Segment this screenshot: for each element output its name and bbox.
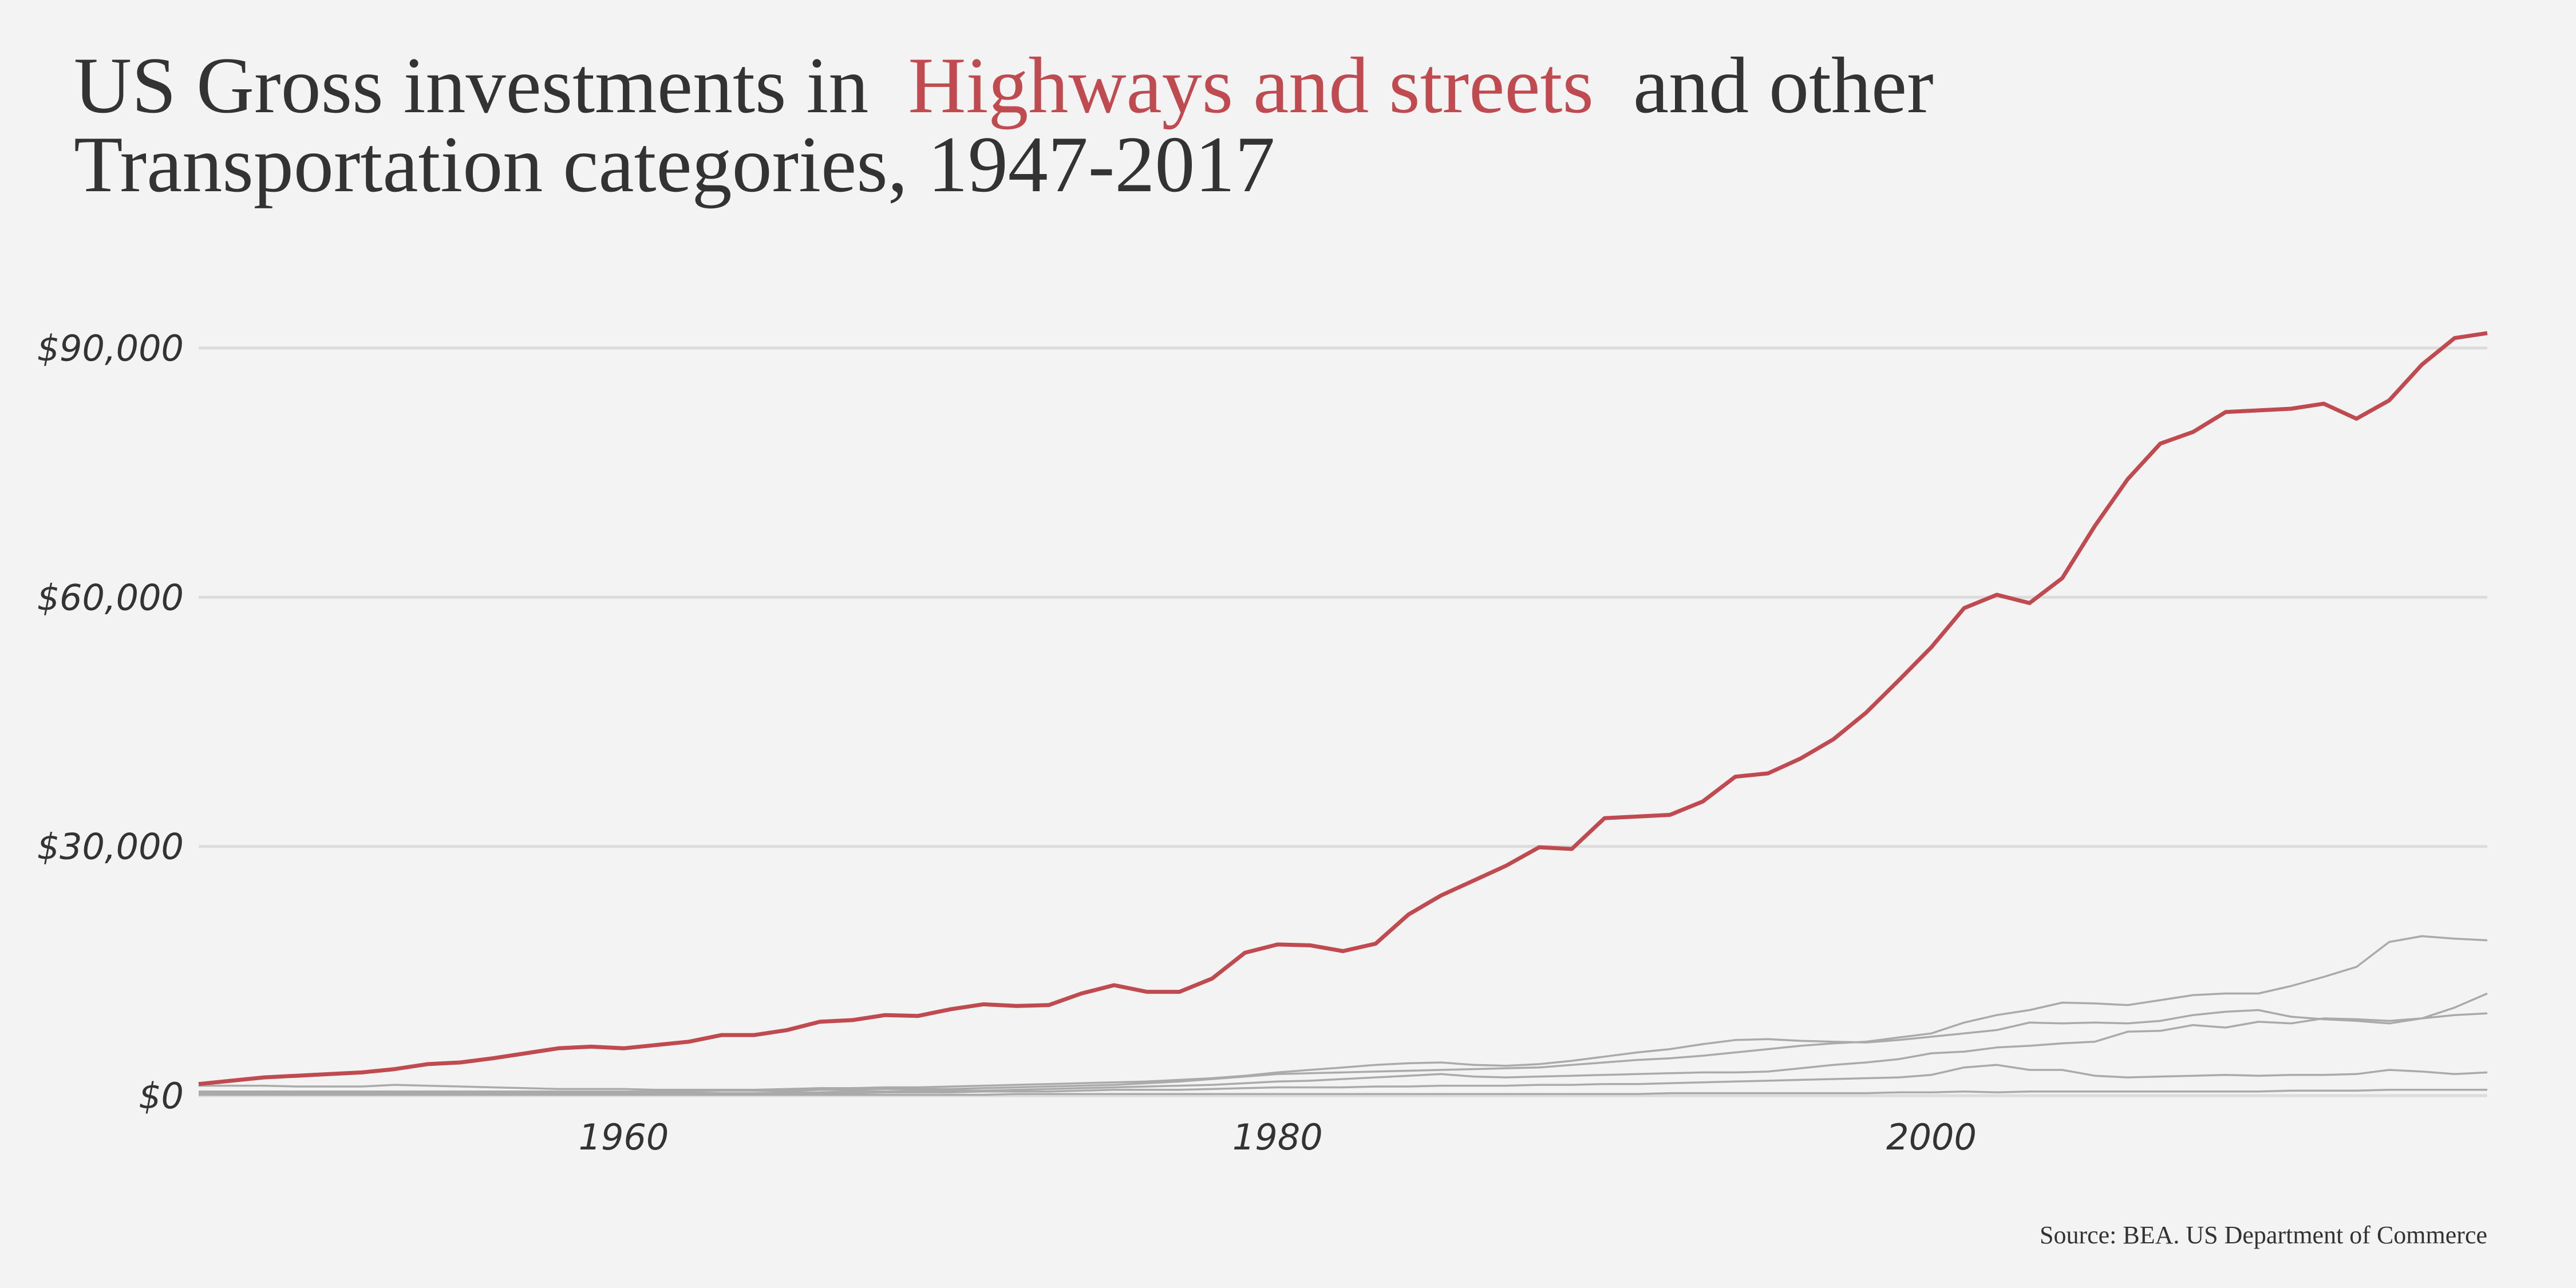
x-tick-label: 1960 <box>579 1116 669 1158</box>
y-tick-label: $0 <box>139 1075 184 1117</box>
chart-title: US Gross investments in Highways and str… <box>74 41 1934 130</box>
title-highlight: Highways and streets <box>908 41 1594 130</box>
title-before: US Gross investments in <box>74 41 868 130</box>
y-tick-label: $60,000 <box>37 576 184 618</box>
source: Source: BEA. US Department of Commerce <box>2040 1221 2487 1249</box>
y-tick-label: $90,000 <box>37 327 184 369</box>
series-line <box>199 992 2488 1091</box>
x-tick-label: 2000 <box>1886 1116 1977 1158</box>
series-line <box>199 935 2488 1093</box>
series-line <box>199 1089 2487 1096</box>
chart-title-line2: Transportation categories, 1947-2017 <box>74 120 1275 209</box>
highlight-line <box>198 331 2488 1086</box>
title-after: and other <box>1633 41 1934 130</box>
lines <box>198 331 2488 1096</box>
x-tick-label: 1980 <box>1232 1116 1323 1158</box>
y-tick-label: $30,000 <box>37 826 184 868</box>
